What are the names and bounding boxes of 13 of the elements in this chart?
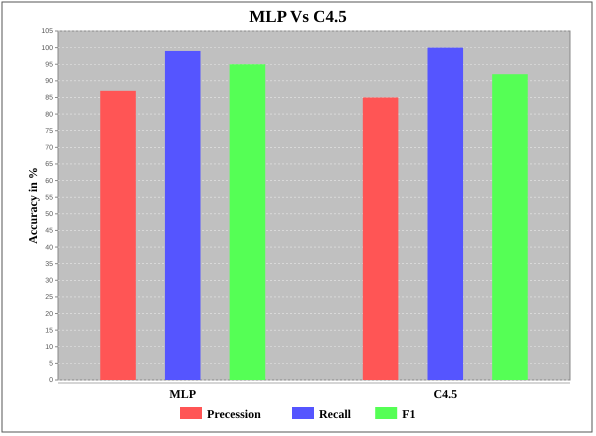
chart-title: MLP Vs C4.5 [249,7,347,26]
x-tick-label: MLP [169,387,196,401]
bar [100,90,136,380]
legend-label: Precession [207,407,262,421]
legend-label: F1 [402,407,416,421]
y-axis-title: Accuracy in % [26,167,40,244]
bar [362,97,398,380]
bar [427,48,464,380]
legend-label: Recall [319,407,352,421]
bar [164,50,201,380]
bar [230,64,266,380]
bar [492,74,528,380]
x-tick-label: C4.5 [433,387,458,401]
